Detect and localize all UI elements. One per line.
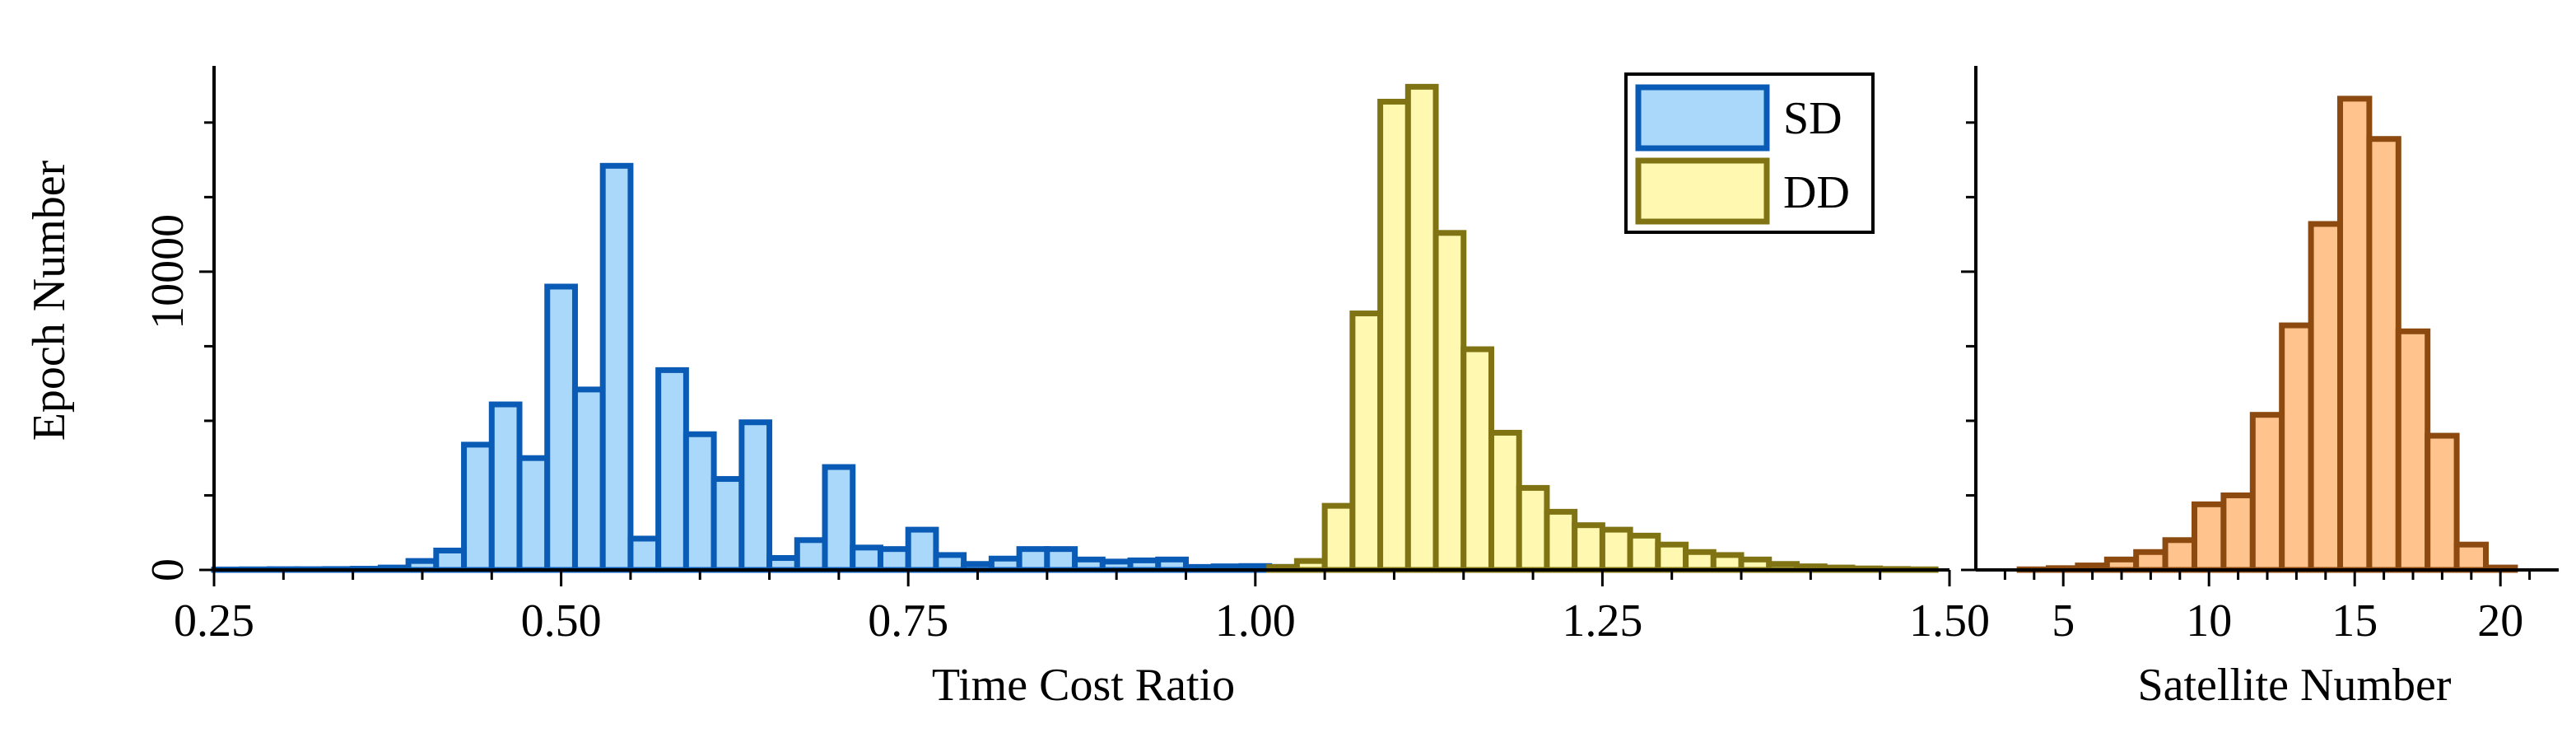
legend-swatch-sd: [1635, 84, 1770, 152]
y-axis-title-epoch-number: Epoch Number: [24, 160, 75, 441]
bar-dd-16: [1710, 552, 1745, 573]
y-tick-label-10000: 10000: [142, 214, 193, 329]
bar-satellite-14: [2425, 432, 2460, 573]
right-tick-labels: 5 10 15 20: [2052, 595, 2523, 647]
left-tick-labels: 0.25 0.50 0.75 1.00 1.25 1.50 0 10000: [142, 214, 1990, 647]
bar-satellite-12: [2366, 136, 2401, 573]
bar-sd-12: [544, 283, 578, 573]
bar-dd-3: [1349, 310, 1384, 573]
x-axis-title-satellite-number: Satellite Number: [2137, 660, 2451, 711]
time-cost-ratio-histogram: 0.25 0.50 0.75 1.00 1.25 1.50 0 10000 Time Cost…: [24, 66, 1990, 711]
x-tick-label-5: 5: [2052, 595, 2075, 647]
bar-dd-5: [1404, 83, 1439, 573]
bar-sd-24: [877, 546, 911, 573]
satellite-bars: [2016, 96, 2518, 573]
left-axes: [199, 66, 1951, 586]
bar-sd-8: [433, 547, 468, 573]
x-tick-label-0-25: 0.25: [174, 595, 254, 647]
satellite-number-histogram: 5 10 15 20 Satellite Number: [1961, 66, 2559, 711]
bar-satellite-8: [2249, 412, 2285, 573]
legend-label-dd: DD: [1783, 167, 1850, 218]
sd-bars: [211, 162, 1300, 573]
x-tick-label-0-50: 0.50: [521, 595, 602, 647]
x-tick-label-10: 10: [2186, 595, 2232, 647]
bar-sd-10: [488, 401, 523, 573]
bar-dd-8: [1488, 429, 1522, 573]
bar-dd-9: [1516, 484, 1550, 573]
bar-dd-10: [1544, 508, 1578, 573]
bar-satellite-4: [2133, 549, 2168, 573]
bar-sd-30: [1044, 546, 1078, 573]
right-axes: [1961, 66, 2559, 586]
legend: SD DD: [1624, 72, 1875, 234]
x-tick-label-20: 20: [2477, 595, 2523, 647]
bar-sd-15: [627, 535, 662, 573]
x-tick-label-1-25: 1.25: [1562, 595, 1642, 647]
bar-dd-7: [1460, 346, 1494, 573]
bar-satellite-7: [2220, 492, 2256, 573]
bar-sd-28: [988, 555, 1022, 573]
bar-satellite-13: [2395, 328, 2431, 573]
bar-satellite-9: [2279, 322, 2314, 573]
x-tick-label-1-50: 1.50: [1909, 595, 1990, 647]
x-axis-title-time-cost-ratio: Time Cost Ratio: [932, 660, 1235, 711]
x-tick-label-15: 15: [2331, 595, 2378, 647]
bar-satellite-11: [2337, 96, 2373, 573]
bar-satellite-6: [2192, 501, 2227, 573]
bar-sd-9: [461, 441, 495, 573]
bar-sd-26: [933, 552, 967, 573]
bar-sd-16: [655, 366, 689, 573]
bar-sd-25: [905, 526, 939, 573]
bar-dd-13: [1627, 532, 1661, 573]
bar-sd-29: [1016, 546, 1050, 573]
bar-sd-13: [571, 386, 606, 573]
x-tick-label-0-75: 0.75: [868, 595, 948, 647]
bar-sd-19: [738, 419, 773, 573]
bar-dd-4: [1377, 98, 1411, 573]
bar-dd-14: [1655, 541, 1689, 573]
legend-swatch-dd: [1635, 157, 1770, 225]
legend-label-sd: SD: [1783, 93, 1842, 144]
bar-sd-23: [850, 544, 883, 573]
bar-sd-22: [822, 464, 856, 573]
bar-dd-2: [1321, 502, 1356, 573]
y-tick-label-0: 0: [142, 558, 193, 581]
bar-satellite-5: [2162, 537, 2198, 573]
bar-satellite-10: [2308, 221, 2344, 573]
x-tick-label-1-00: 1.00: [1215, 595, 1296, 647]
bar-dd-6: [1432, 230, 1467, 573]
bar-sd-18: [710, 476, 745, 573]
bar-dd-12: [1599, 526, 1633, 573]
bar-sd-14: [599, 162, 634, 573]
bar-satellite-15: [2453, 541, 2490, 573]
bar-sd-21: [794, 537, 828, 573]
bar-dd-11: [1572, 522, 1605, 573]
bar-dd-15: [1683, 549, 1717, 573]
bar-sd-17: [682, 431, 717, 573]
bar-sd-11: [516, 455, 551, 573]
bar-sd-20: [766, 555, 800, 573]
